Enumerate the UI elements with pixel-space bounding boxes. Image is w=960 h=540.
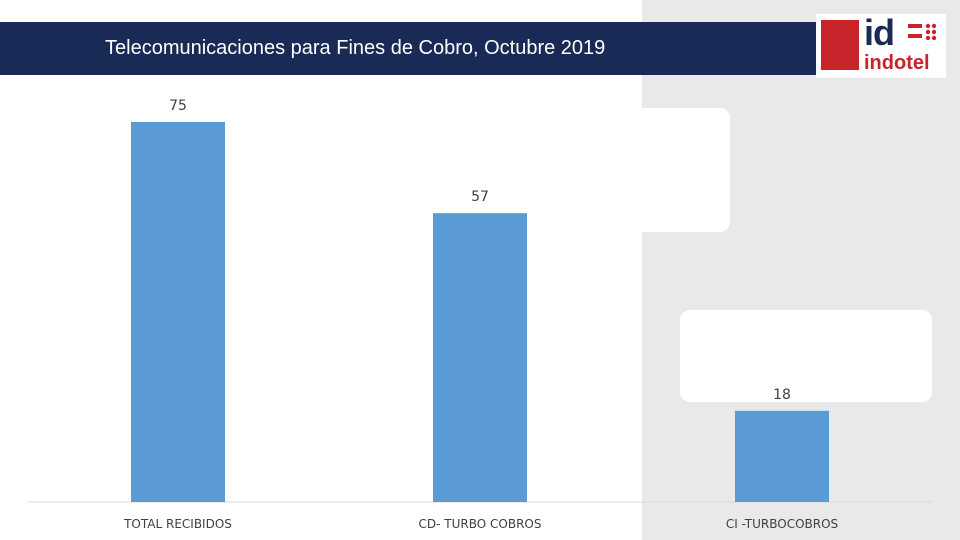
background-notch-top bbox=[642, 108, 730, 232]
data-label-1: 57 bbox=[471, 189, 489, 205]
chart-title: Telecomunicaciones para Fines de Cobro, … bbox=[105, 37, 606, 59]
bar-2 bbox=[735, 410, 829, 502]
data-label-2: 18 bbox=[773, 387, 791, 403]
background-notch-bottom bbox=[680, 310, 932, 402]
data-label-0: 75 bbox=[169, 98, 187, 114]
bar-1 bbox=[433, 213, 527, 502]
header-bar bbox=[0, 22, 816, 75]
logo-dots-icon bbox=[908, 23, 937, 41]
category-label-1: CD- TURBO COBROS bbox=[419, 517, 542, 531]
category-label-0: TOTAL RECIBIDOS bbox=[123, 517, 232, 531]
logo-mark: id bbox=[864, 12, 895, 53]
indotel-logo: id indotel bbox=[816, 12, 946, 78]
logo-text: indotel bbox=[864, 52, 930, 74]
category-label-2: CI -TURBOCOBROS bbox=[726, 517, 838, 531]
logo-red-block bbox=[821, 20, 859, 70]
bar-0 bbox=[131, 122, 225, 502]
